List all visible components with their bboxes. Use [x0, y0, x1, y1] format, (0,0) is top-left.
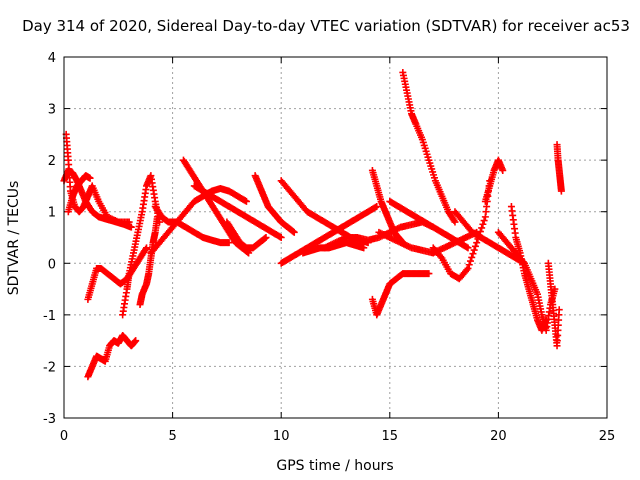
- y-tick-label: -3: [43, 412, 56, 427]
- series-arc-25: [481, 156, 507, 205]
- data-point: [542, 316, 550, 324]
- data-point: [290, 228, 298, 236]
- data-point: [262, 234, 270, 241]
- chart-title: Day 314 of 2020, Sidereal Day-to-day VTE…: [22, 17, 630, 35]
- series-arc-11: [190, 182, 285, 241]
- x-tick-label: 5: [168, 429, 176, 444]
- data-point: [127, 223, 135, 231]
- data-point: [471, 242, 479, 250]
- grid-lines: [64, 57, 607, 418]
- data-points: [60, 68, 565, 381]
- data-point: [360, 244, 368, 252]
- series-arc-3: [64, 172, 94, 216]
- data-point: [464, 244, 472, 252]
- series-arc-4: [84, 331, 140, 381]
- data-point: [479, 220, 487, 228]
- data-point: [473, 239, 481, 247]
- data-point: [463, 266, 471, 274]
- data-point: [499, 166, 507, 174]
- data-point: [86, 174, 94, 182]
- data-point: [142, 245, 150, 253]
- data-point: [450, 217, 458, 225]
- data-point: [470, 246, 478, 254]
- data-point: [555, 306, 563, 314]
- x-tick-label: 0: [60, 429, 68, 444]
- y-tick-label: 2: [48, 154, 56, 169]
- data-point: [277, 234, 285, 241]
- axis-ticks: 0 5 10 15 20 25 -3 -2 -1 0 1 2 3 4: [43, 51, 615, 444]
- series-arc-22: [386, 197, 472, 252]
- series-arc-23: [429, 177, 494, 283]
- x-tick-label: 20: [490, 429, 507, 444]
- data-point: [425, 270, 433, 278]
- x-tick-label: 10: [273, 429, 290, 444]
- y-tick-label: 1: [48, 206, 56, 221]
- data-point: [478, 224, 486, 232]
- data-point: [465, 261, 473, 269]
- series-arc-24: [451, 208, 528, 267]
- data-point: [242, 197, 250, 205]
- y-tick-label: -1: [43, 309, 56, 324]
- series-arc-21: [399, 68, 459, 226]
- y-tick-label: 3: [48, 103, 56, 118]
- data-point: [464, 264, 472, 272]
- x-tick-label: 25: [599, 429, 616, 444]
- data-point: [125, 218, 133, 226]
- plot-frame: [63, 56, 608, 419]
- series-arc-15: [277, 203, 381, 267]
- series-arc-8: [151, 203, 233, 247]
- series-arc-19: [368, 270, 433, 319]
- data-point: [469, 250, 477, 258]
- x-axis-label: GPS time / hours: [276, 458, 393, 474]
- data-point: [225, 239, 233, 247]
- y-axis-label: SDTVAR / TECUs: [6, 181, 22, 296]
- data-point: [437, 253, 445, 261]
- y-tick-label: 0: [48, 257, 56, 272]
- data-point: [143, 244, 151, 252]
- data-point: [468, 253, 476, 261]
- series-arc-29: [553, 141, 565, 195]
- series-arc-13: [251, 172, 298, 236]
- series-arc-12: [223, 218, 270, 252]
- y-tick-label: -2: [43, 360, 56, 375]
- data-point: [480, 217, 488, 225]
- data-point: [451, 218, 459, 226]
- data-point: [373, 203, 381, 211]
- series-arc-10: [147, 185, 250, 257]
- x-tick-label: 15: [382, 429, 399, 444]
- series-arc-20: [375, 228, 481, 257]
- series-arc-28: [544, 259, 563, 350]
- series-arc-27: [507, 203, 550, 334]
- data-point: [557, 187, 565, 195]
- y-tick-label: 4: [48, 51, 56, 66]
- data-point: [132, 337, 140, 345]
- data-point: [466, 257, 474, 265]
